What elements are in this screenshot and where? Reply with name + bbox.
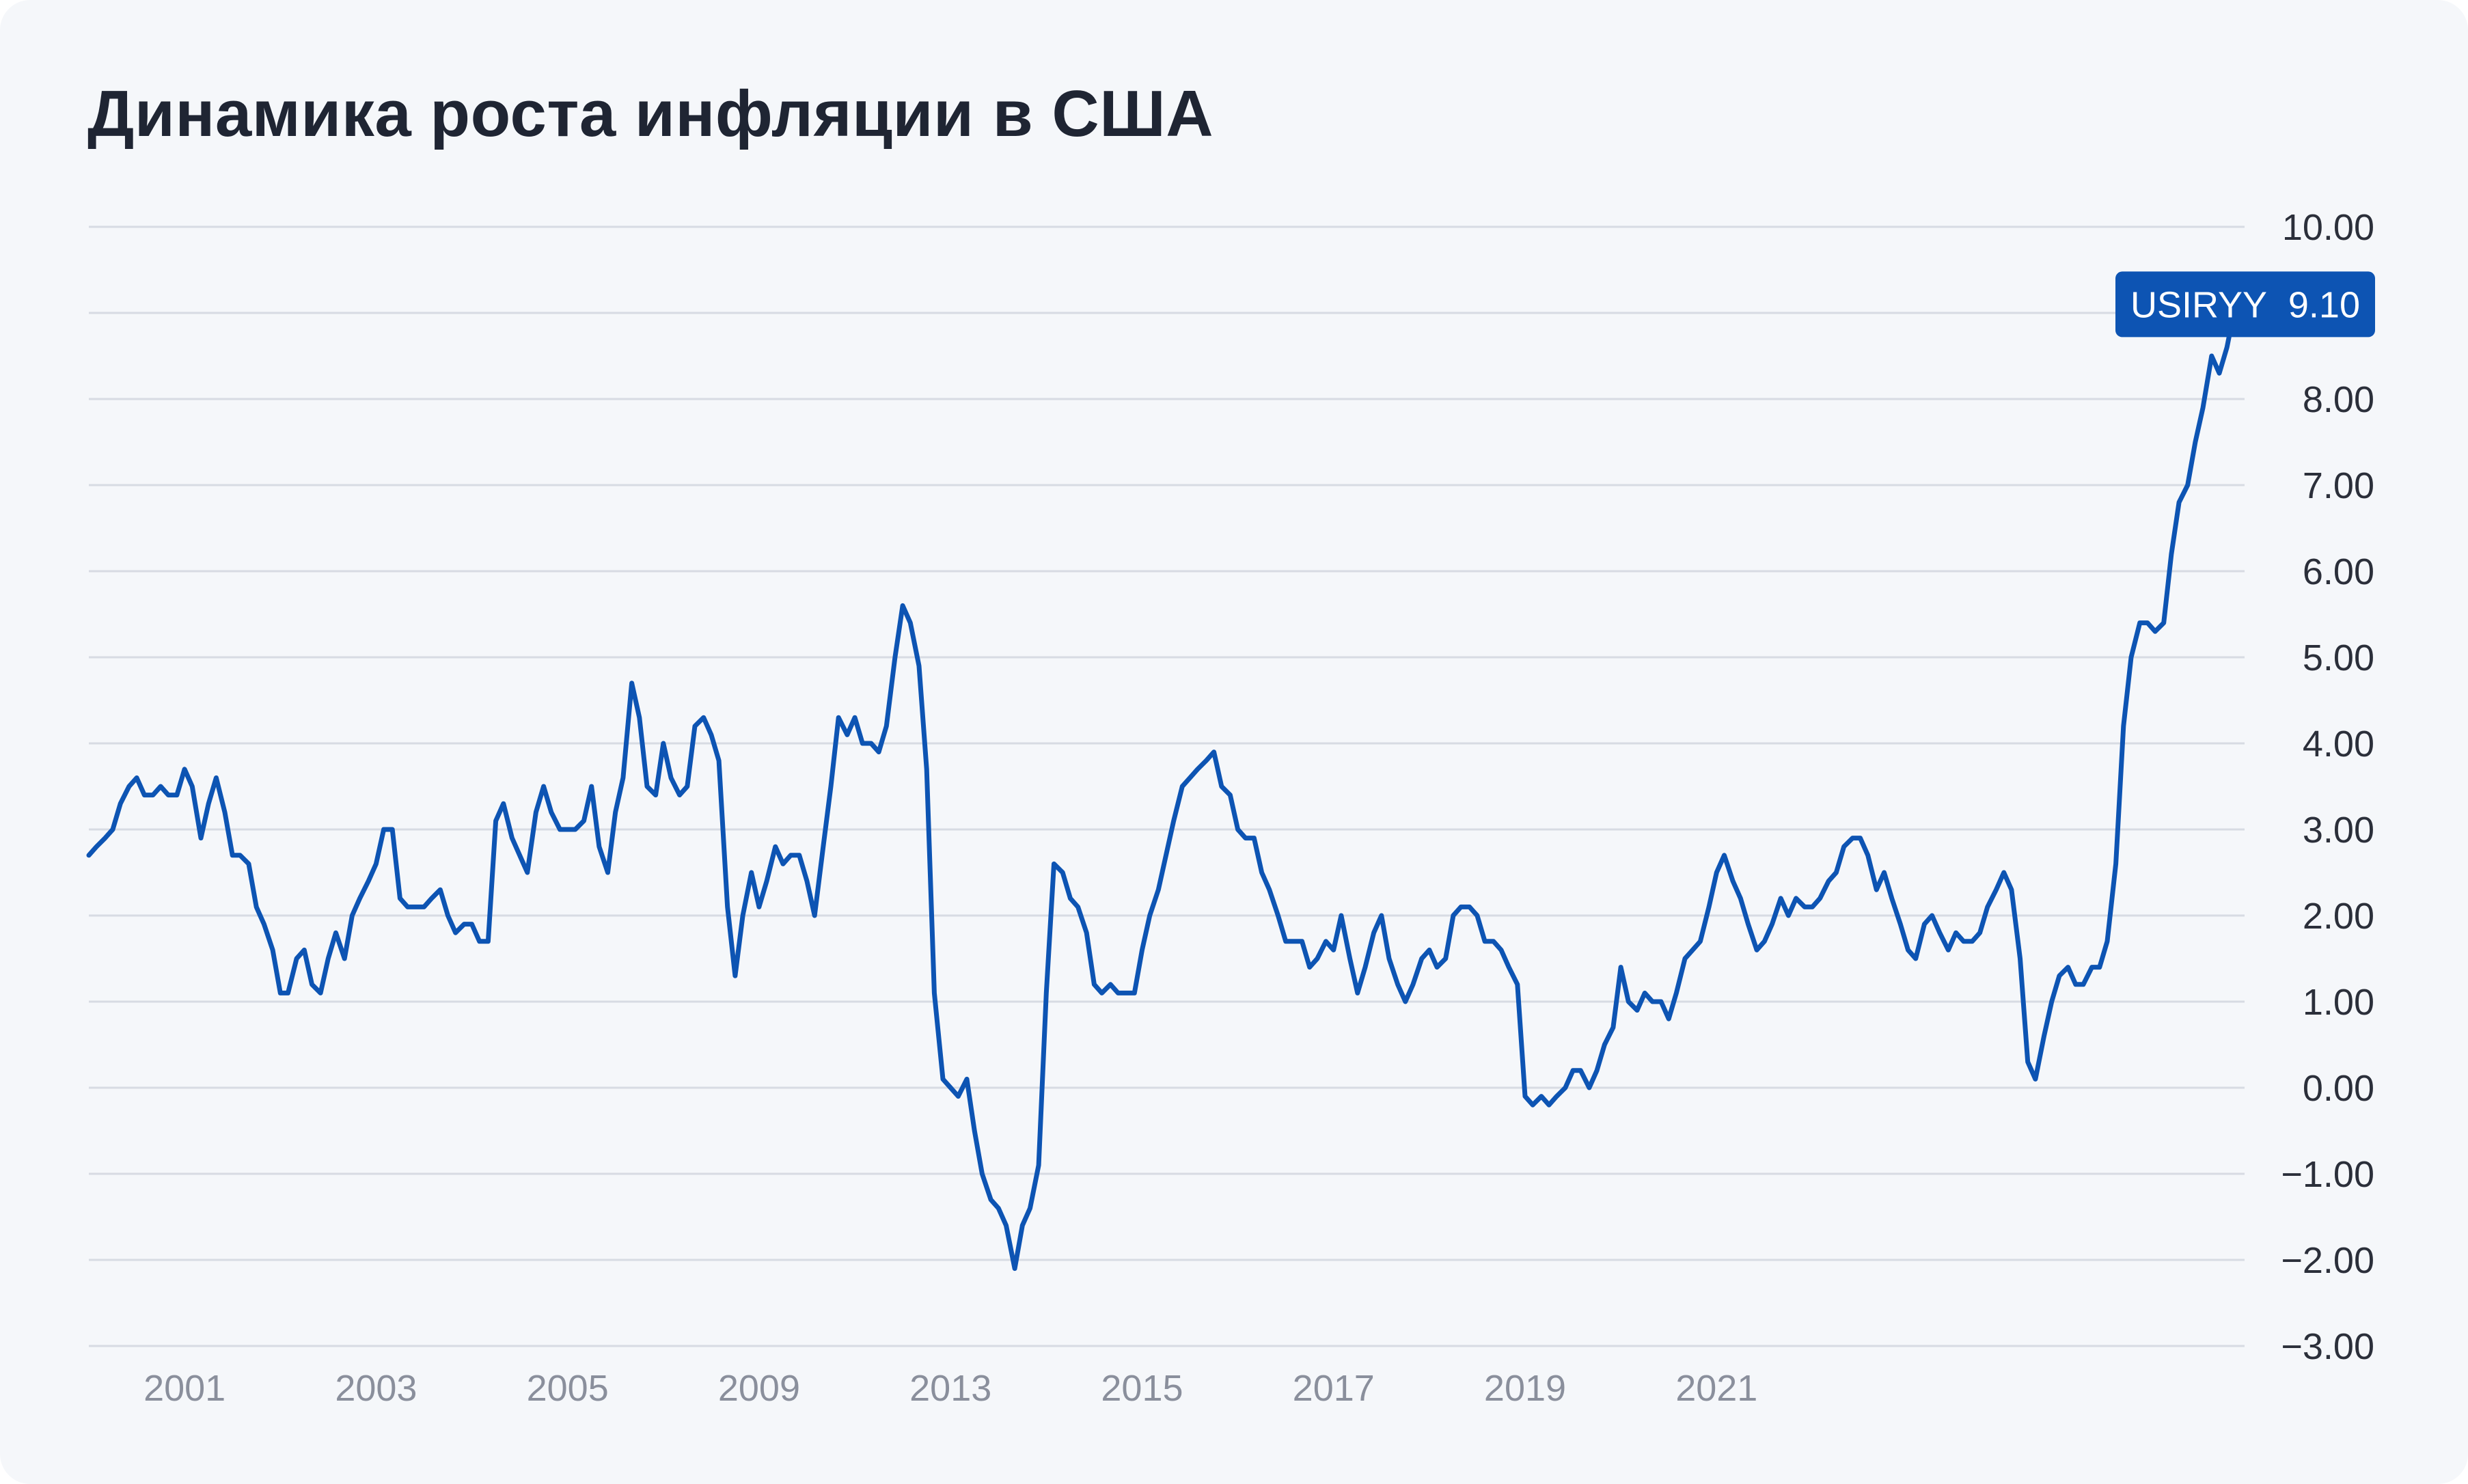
chart-title: Динамика роста инфляции в США — [87, 77, 1214, 150]
x-tick-label: 2017 — [1293, 1368, 1375, 1409]
y-tick-label: 4.00 — [2303, 724, 2374, 765]
x-tick-label: 2015 — [1101, 1368, 1183, 1409]
x-tick-label: 2009 — [718, 1368, 800, 1409]
y-tick-label: −3.00 — [2281, 1326, 2374, 1367]
x-tick-label: 2021 — [1675, 1368, 1757, 1409]
y-tick-label: 6.00 — [2303, 551, 2374, 592]
x-tick-label: 2005 — [527, 1368, 609, 1409]
y-tick-label: 10.00 — [2282, 207, 2374, 248]
badge-ticker: USIRYY — [2130, 284, 2267, 325]
x-tick-label: 2013 — [909, 1368, 991, 1409]
y-tick-label: −2.00 — [2281, 1240, 2374, 1281]
y-tick-label: 5.00 — [2303, 637, 2374, 678]
y-tick-label: 0.00 — [2303, 1068, 2374, 1109]
last-value-badge — [2115, 271, 2375, 338]
badge-value: 9.10 — [2288, 284, 2360, 325]
x-tick-label: 2019 — [1484, 1368, 1566, 1409]
y-tick-label: 8.00 — [2303, 379, 2374, 420]
series-line — [86, 301, 2238, 1272]
x-tick-label: 2003 — [335, 1368, 417, 1409]
y-tick-label: −1.00 — [2281, 1154, 2374, 1195]
x-tick-label: 2001 — [143, 1368, 225, 1409]
y-tick-label: 2.00 — [2303, 896, 2374, 937]
y-tick-label: 7.00 — [2303, 465, 2374, 506]
y-tick-label: 1.00 — [2303, 982, 2374, 1023]
y-tick-label: 3.00 — [2303, 810, 2374, 851]
